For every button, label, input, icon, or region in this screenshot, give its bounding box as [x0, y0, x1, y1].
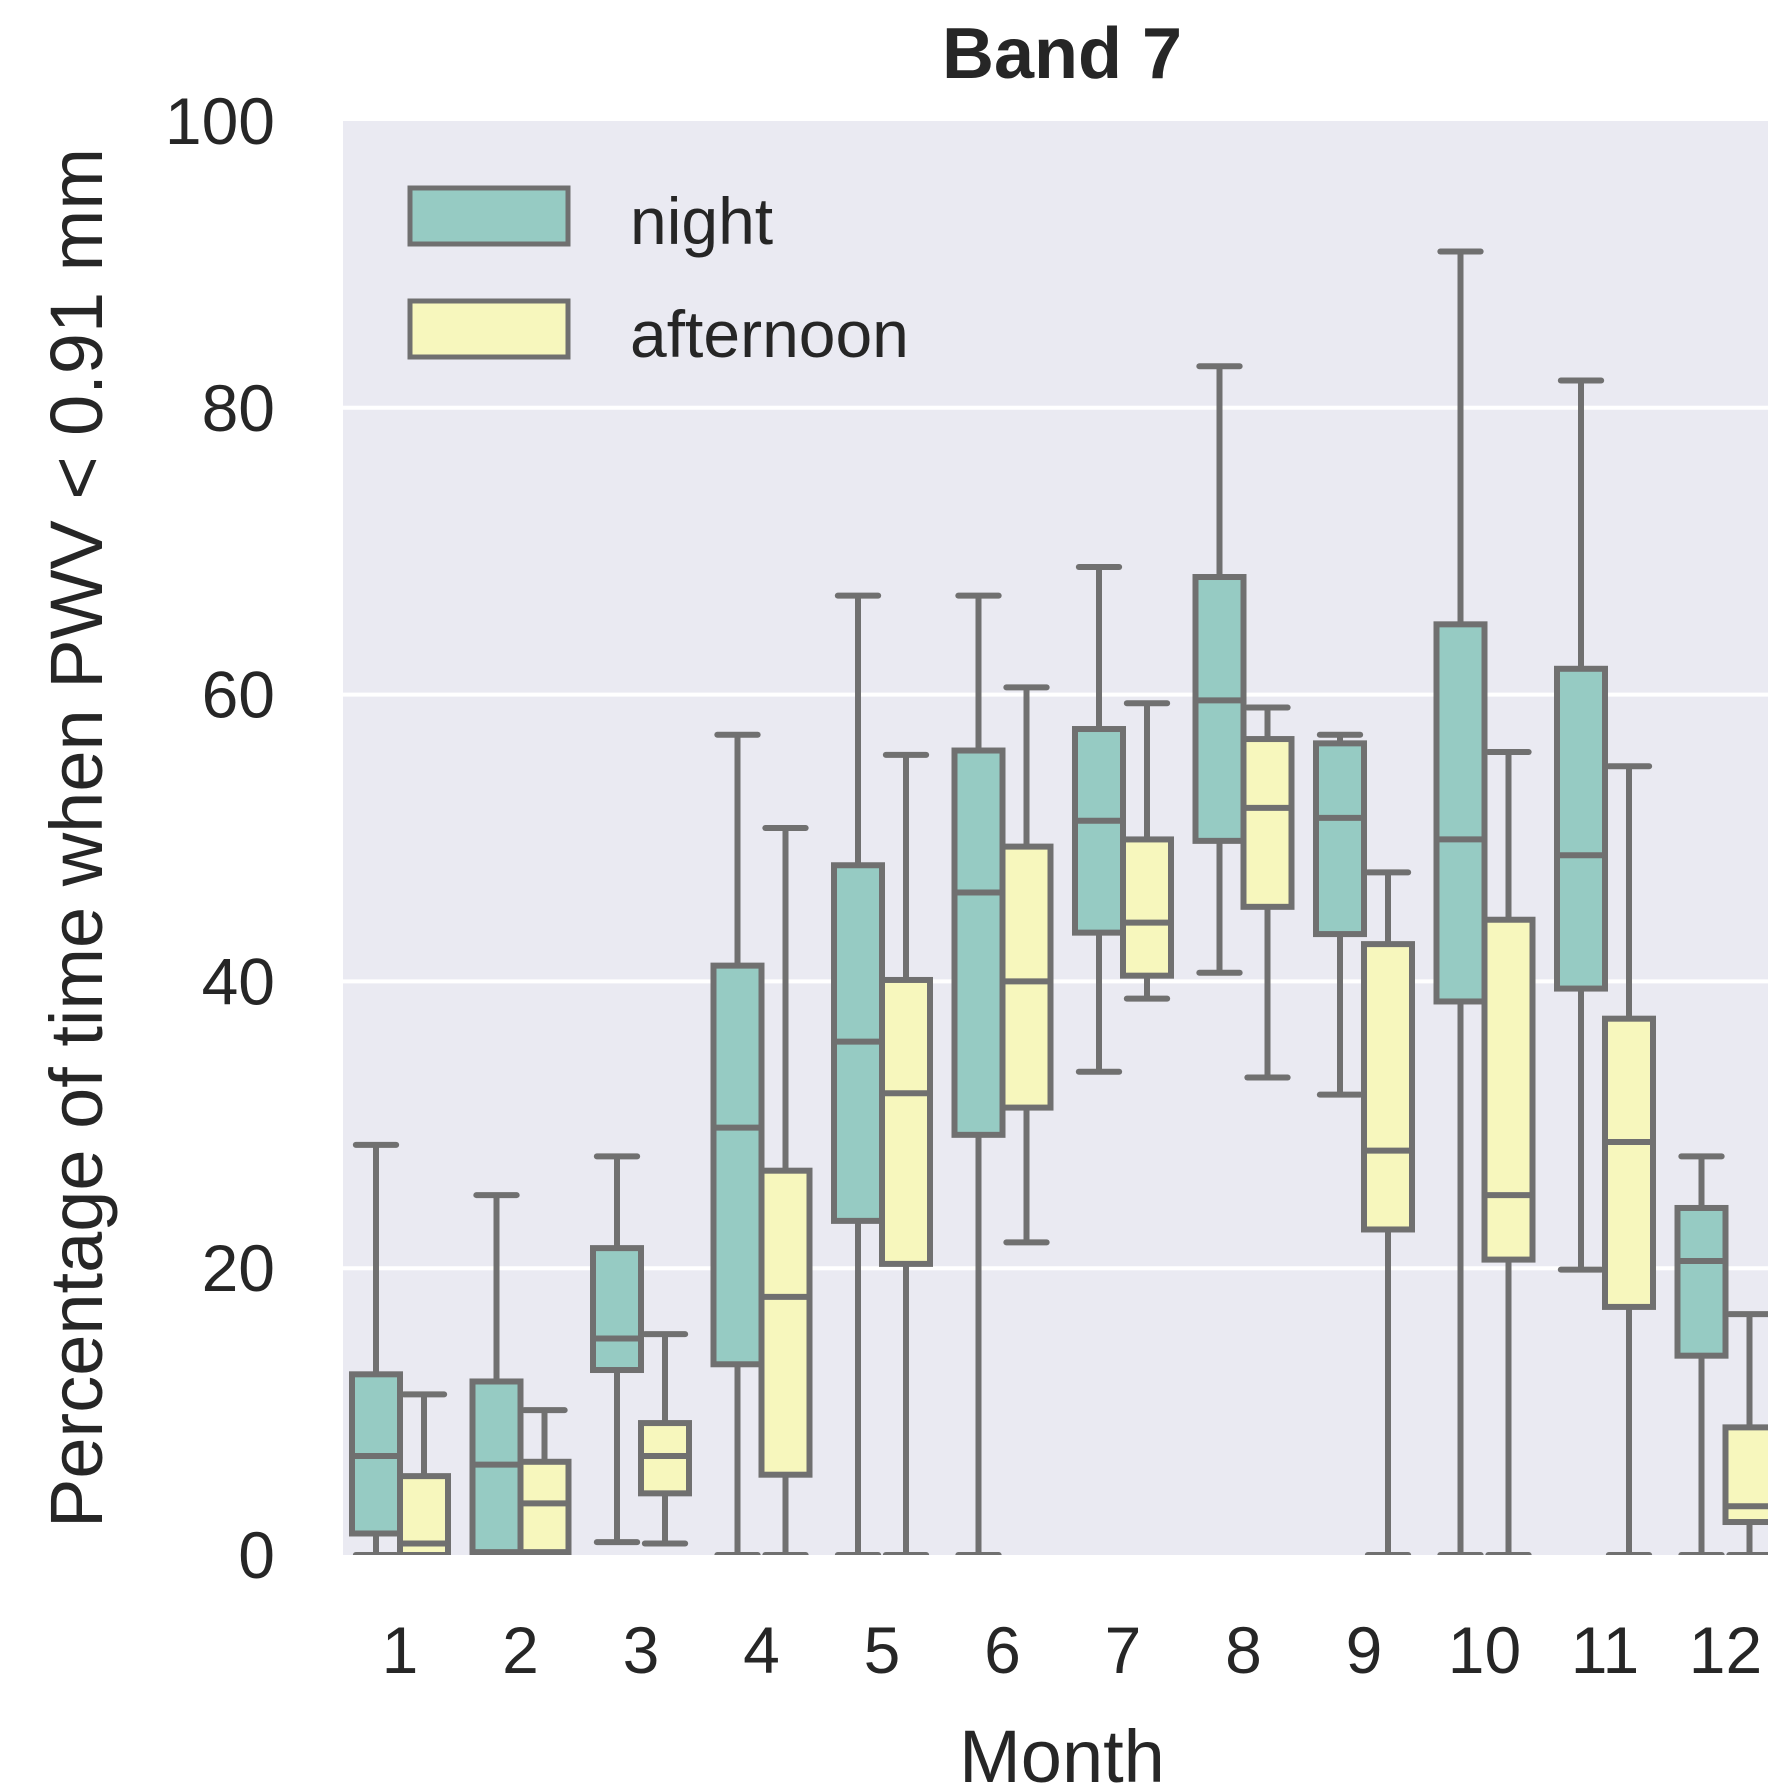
- box-afternoon-3: [638, 1331, 692, 1547]
- y-tick-100: 100: [165, 84, 275, 158]
- box-iqr: [1240, 736, 1295, 910]
- x-tick-labels: 1 2 3 4 5 6 7 8 9 10 11 12: [382, 1613, 1763, 1687]
- box-afternoon-8: [1240, 704, 1295, 1081]
- box-night-8: [1192, 363, 1247, 976]
- y-tick-labels: 0 20 40 60 80 100: [165, 84, 275, 1592]
- legend-label-night: night: [630, 184, 773, 258]
- box-night-4: [710, 731, 765, 1555]
- box-iqr: [1674, 1204, 1729, 1359]
- box-iqr: [1361, 941, 1415, 1233]
- x-tick-4: 4: [743, 1613, 780, 1687]
- box-iqr: [1554, 665, 1608, 992]
- legend-swatch-afternoon: [407, 298, 571, 360]
- y-axis-label: Percentage of time when PWV < 0.91 mm: [35, 148, 118, 1528]
- box-iqr: [1120, 836, 1174, 979]
- x-tick-3: 3: [623, 1613, 660, 1687]
- y-tick-20: 20: [202, 1231, 275, 1305]
- box-iqr: [1072, 726, 1126, 936]
- box-iqr: [951, 747, 1006, 1138]
- x-tick-7: 7: [1105, 1613, 1142, 1687]
- box-afternoon-12: [1722, 1311, 1768, 1555]
- y-tick-80: 80: [202, 371, 275, 445]
- x-tick-11: 11: [1571, 1613, 1640, 1687]
- box-afternoon-7: [1120, 700, 1174, 1002]
- box-afternoon-5: [879, 751, 933, 1555]
- box-afternoon-11: [1602, 763, 1656, 1555]
- box-night-5: [831, 592, 885, 1555]
- box-afternoon-4: [758, 824, 813, 1555]
- box-afternoon-1: [397, 1391, 451, 1555]
- legend-swatch-night: [407, 185, 571, 247]
- grid-lines: [343, 405, 1768, 1271]
- plot-background: [343, 121, 1768, 1555]
- x-tick-2: 2: [502, 1613, 539, 1687]
- y-tick-60: 60: [202, 658, 275, 732]
- box-night-9: [1313, 731, 1367, 1098]
- y-tick-40: 40: [202, 944, 275, 1018]
- box-iqr: [758, 1167, 813, 1478]
- box-afternoon-6: [999, 684, 1054, 1246]
- x-tick-5: 5: [864, 1613, 901, 1687]
- x-tick-1: 1: [382, 1613, 419, 1687]
- box-iqr: [1433, 621, 1488, 1005]
- box-iqr: [1481, 916, 1536, 1263]
- box-night-10: [1433, 248, 1488, 1555]
- box-afternoon-2: [517, 1407, 572, 1555]
- y-tick-0: 0: [238, 1518, 275, 1592]
- box-night-12: [1674, 1153, 1729, 1555]
- box-night-11: [1554, 377, 1608, 1273]
- box-iqr: [517, 1458, 572, 1555]
- box-night-1: [349, 1141, 403, 1555]
- box-marks: [349, 248, 1768, 1555]
- box-iqr: [1602, 1015, 1656, 1310]
- box-iqr: [1313, 740, 1367, 938]
- box-iqr: [999, 843, 1054, 1111]
- chart-title: Band 7: [942, 14, 1182, 94]
- x-tick-6: 6: [984, 1613, 1021, 1687]
- box-night-3: [590, 1153, 644, 1546]
- x-tick-8: 8: [1225, 1613, 1262, 1687]
- box-iqr: [710, 962, 765, 1368]
- box-afternoon-9: [1361, 869, 1415, 1555]
- box-iqr: [879, 976, 933, 1267]
- box-night-7: [1072, 563, 1126, 1075]
- legend: night afternoon: [407, 184, 909, 371]
- box-afternoon-10: [1481, 748, 1536, 1555]
- x-tick-12: 12: [1689, 1613, 1762, 1687]
- box-iqr: [590, 1245, 644, 1374]
- box-iqr: [1192, 574, 1247, 844]
- x-tick-10: 10: [1448, 1613, 1521, 1687]
- legend-label-afternoon: afternoon: [630, 297, 909, 371]
- x-axis-label: Month: [959, 1715, 1165, 1789]
- x-tick-9: 9: [1346, 1613, 1383, 1687]
